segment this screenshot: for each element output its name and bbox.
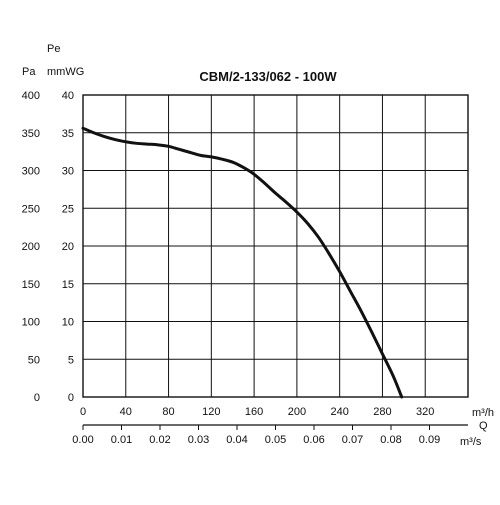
x-tick-label-m3s: 0.00 (72, 434, 93, 446)
x-tick-label-m3h: 120 (202, 406, 220, 418)
y-tick-label-pa: 250 (22, 203, 40, 215)
x-tick-label-m3s: 0.07 (342, 434, 363, 446)
x-tick-label-m3h: 200 (288, 406, 306, 418)
y-tick-label-pa: 100 (22, 317, 40, 329)
y-tick-label-mmwg: 5 (68, 354, 74, 366)
y-tick-label-pa: 400 (22, 90, 40, 102)
performance-curve (81, 126, 404, 399)
y-tick-label-pa: 50 (28, 354, 40, 366)
x-bottom-label: Q (479, 420, 488, 432)
x-tick-label-m3s: 0.01 (111, 434, 132, 446)
y-tick-label-pa: 350 (22, 128, 40, 140)
curve-layer (81, 126, 404, 399)
y-tick-label-pa: 200 (22, 241, 40, 253)
x-tick-label-m3h: 40 (120, 406, 132, 418)
x-tick-label-m3s: 0.08 (380, 434, 401, 446)
x-tick-label-m3s: 0.06 (303, 434, 324, 446)
x-tick-label-m3s: 0.09 (419, 434, 440, 446)
x-tick-label-m3h: 160 (245, 406, 263, 418)
y-tick-label-mmwg: 25 (62, 203, 74, 215)
x-tick-label-m3h: 80 (162, 406, 174, 418)
x-tick-label-m3h: 0 (80, 406, 86, 418)
y-axis-header: Pe (47, 43, 60, 55)
x-bottom-unit: m³/s (460, 436, 482, 448)
x-tick-label-m3h: 280 (373, 406, 391, 418)
y-tick-label-mmwg: 35 (62, 128, 74, 140)
axis-labels: CBM/2-133/062 - 100W Pe Pa mmWG m³/h Q m… (22, 43, 494, 448)
x-top-unit: m³/h (472, 407, 494, 419)
y-tick-label-pa: 300 (22, 166, 40, 178)
y-tick-label-mmwg: 15 (62, 279, 74, 291)
y-tick-label-mmwg: 30 (62, 166, 74, 178)
x-tick-label-m3h: 320 (416, 406, 434, 418)
y-right-unit: mmWG (47, 66, 84, 78)
y-tick-label-mmwg: 40 (62, 90, 74, 102)
y-tick-label-mmwg: 10 (62, 317, 74, 329)
y-left-unit: Pa (22, 66, 36, 78)
x-tick-label-m3s: 0.05 (265, 434, 286, 446)
x-tick-label-m3s: 0.03 (188, 434, 209, 446)
x-tick-label-m3s: 0.02 (149, 434, 170, 446)
grid (83, 95, 468, 397)
y-tick-label-pa: 150 (22, 279, 40, 291)
x-tick-label-m3s: 0.04 (226, 434, 247, 446)
x-tick-label-m3h: 240 (330, 406, 348, 418)
y-tick-label-pa: 0 (34, 392, 40, 404)
y-tick-label-mmwg: 0 (68, 392, 74, 404)
plot-frame (82, 94, 469, 398)
chart-title: CBM/2-133/062 - 100W (199, 69, 337, 84)
y-tick-label-mmwg: 20 (62, 241, 74, 253)
